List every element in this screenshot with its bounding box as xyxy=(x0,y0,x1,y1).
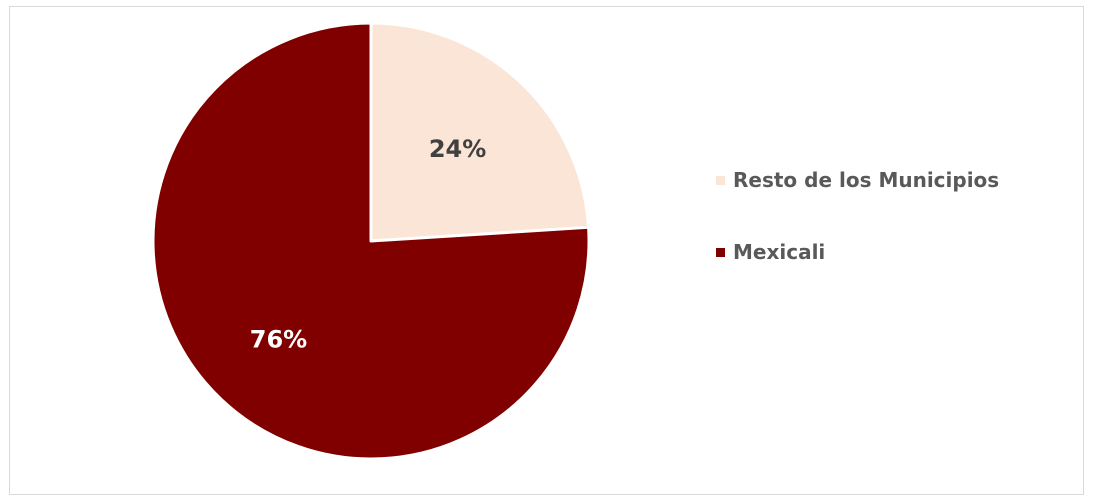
legend: Resto de los Municipios Mexicali xyxy=(716,163,999,307)
legend-swatch-resto xyxy=(716,175,725,185)
legend-item-mexicali: Mexicali xyxy=(716,235,999,269)
data-label-resto: 24% xyxy=(429,135,486,163)
legend-swatch-mexicali xyxy=(716,247,725,257)
data-label-mexicali: 76% xyxy=(250,326,307,354)
pie-slice-mexicali xyxy=(151,21,591,461)
legend-label-resto: Resto de los Municipios xyxy=(733,168,1000,192)
legend-item-resto: Resto de los Municipios xyxy=(716,163,999,197)
pie-slice-resto xyxy=(369,21,591,243)
legend-label-mexicali: Mexicali xyxy=(733,240,826,264)
